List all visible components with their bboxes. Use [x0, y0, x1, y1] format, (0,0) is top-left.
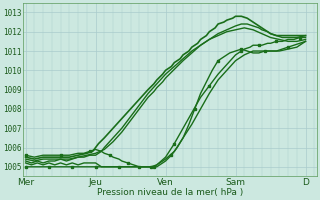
X-axis label: Pression niveau de la mer( hPa ): Pression niveau de la mer( hPa )	[97, 188, 243, 197]
